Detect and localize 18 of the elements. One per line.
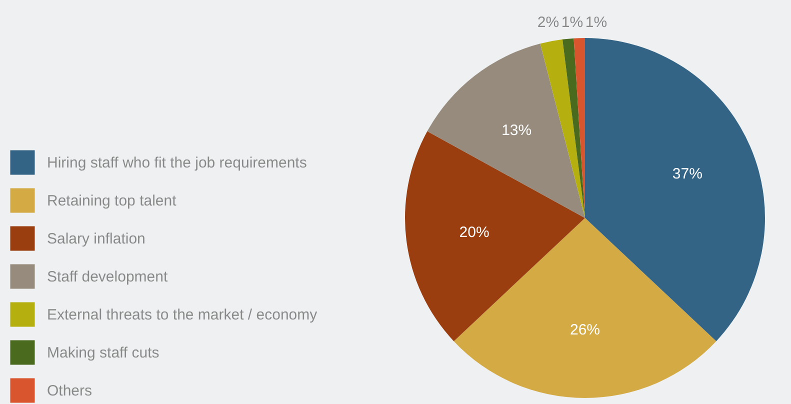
legend-label: Retaining top talent [47,192,178,210]
data-label: 1% [561,14,584,32]
legend-label: Staff development [47,268,168,286]
pie-slice [454,218,716,398]
data-label: 20% [459,224,490,241]
legend-label: Others [47,382,92,400]
data-label: 26% [570,322,600,339]
data-label: 37% [672,166,702,183]
data-label: 1% [585,14,608,32]
pie-slice [562,38,585,218]
legend-label: Making staff cuts [47,344,160,362]
pie-slice [427,44,585,218]
data-label: 2% [537,14,560,32]
legend-label: Hiring staff who fit the job requirements [47,154,307,172]
data-label: 13% [502,122,532,139]
legend-label: Salary inflation [47,230,146,248]
pie-slice [540,39,585,218]
legend-label: External threats to the market / economy [47,306,318,324]
